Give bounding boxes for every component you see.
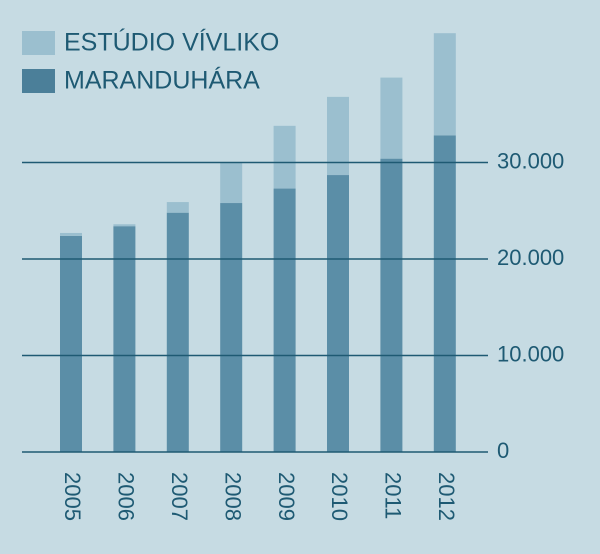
bar-segment (166, 212, 189, 452)
y-tick-label: 0 (497, 438, 509, 463)
legend-swatch (22, 31, 55, 55)
bar-segment (113, 224, 136, 227)
legend-swatch (22, 69, 55, 93)
bar-segment (380, 77, 403, 159)
bar-segment (327, 175, 349, 453)
bar-segment (220, 203, 243, 452)
x-tick-label: 2006 (114, 472, 139, 521)
bar-segment (273, 125, 296, 189)
bar-segment (113, 226, 136, 452)
bar-segment (60, 232, 82, 236)
x-tick-label: 2008 (220, 472, 245, 521)
bar-segment (60, 235, 82, 452)
legend-label: MARANDUHÁRA (64, 66, 260, 95)
x-tick-label: 2007 (167, 472, 192, 521)
bar-segment (380, 158, 403, 452)
x-tick-label: 2011 (381, 472, 406, 519)
x-tick-label: 2012 (434, 472, 459, 521)
x-tick-label: 2010 (327, 472, 352, 521)
legend-label: ESTÚDIO VÍVLIKO (64, 28, 279, 57)
bar-segment (273, 188, 296, 452)
x-tick-label: 2009 (274, 472, 299, 521)
bar-segment (433, 135, 456, 453)
y-tick-label: 20.000 (497, 245, 564, 270)
bar-segment (433, 33, 456, 136)
bar-segment (327, 96, 349, 176)
bar-segment (220, 162, 243, 204)
x-tick-label: 2005 (60, 472, 85, 521)
bar-segment (166, 202, 189, 213)
y-tick-label: 30.000 (497, 148, 564, 173)
y-tick-label: 10.000 (497, 341, 564, 366)
